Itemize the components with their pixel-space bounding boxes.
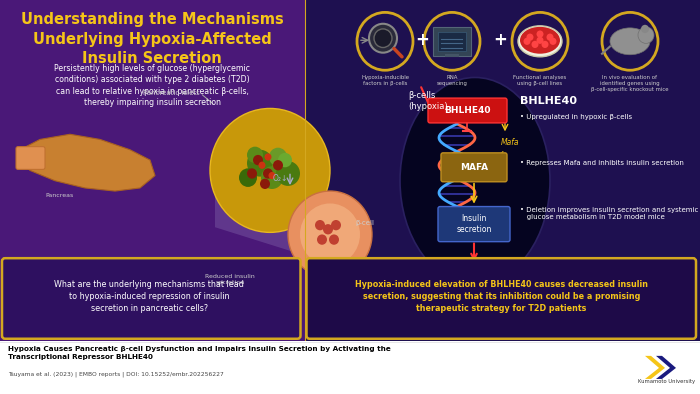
Circle shape — [258, 162, 265, 169]
Text: +: + — [493, 31, 507, 49]
FancyBboxPatch shape — [428, 98, 507, 123]
FancyBboxPatch shape — [438, 206, 510, 242]
Text: O₂↓: O₂↓ — [272, 173, 288, 182]
Text: Functional analyses
using β-cell lines: Functional analyses using β-cell lines — [513, 75, 566, 86]
FancyBboxPatch shape — [0, 341, 700, 394]
Text: • Deletion improves insulin secretion and systemic
   glucose metabolism in T2D : • Deletion improves insulin secretion an… — [520, 206, 699, 220]
Circle shape — [424, 12, 480, 70]
FancyBboxPatch shape — [441, 153, 507, 182]
FancyBboxPatch shape — [433, 27, 471, 56]
Text: Kumamoto University: Kumamoto University — [638, 379, 695, 384]
Text: Pancreatic islets: Pancreatic islets — [144, 90, 200, 96]
Text: β-cells
(hypoxia): β-cells (hypoxia) — [408, 91, 447, 111]
FancyBboxPatch shape — [2, 258, 300, 339]
Circle shape — [602, 12, 658, 70]
Circle shape — [524, 38, 531, 45]
Polygon shape — [20, 134, 155, 191]
Circle shape — [536, 30, 543, 38]
Polygon shape — [645, 356, 665, 379]
Text: BHLHE40: BHLHE40 — [520, 96, 577, 106]
Circle shape — [536, 37, 543, 44]
Circle shape — [357, 12, 413, 70]
Text: BHLHE40: BHLHE40 — [444, 106, 490, 115]
Text: Hypoxia-induced elevation of BHLHE40 causes decreased insulin
secretion, suggest: Hypoxia-induced elevation of BHLHE40 cau… — [355, 280, 648, 313]
Circle shape — [247, 150, 273, 177]
Text: Persistently high levels of glucose (hyperglycemic
conditions) associated with t: Persistently high levels of glucose (hyp… — [55, 64, 251, 108]
Circle shape — [526, 33, 533, 41]
Circle shape — [300, 203, 360, 266]
Circle shape — [315, 220, 325, 230]
Text: What are the underlying mechanisms that lead
to hypoxia-induced repression of in: What are the underlying mechanisms that … — [55, 280, 244, 313]
Circle shape — [323, 224, 333, 234]
Text: Understanding the Mechanisms
Underlying Hypoxia-Affected
Insulin Secretion: Understanding the Mechanisms Underlying … — [21, 12, 284, 66]
Circle shape — [265, 153, 272, 161]
FancyBboxPatch shape — [16, 147, 45, 169]
Circle shape — [331, 220, 341, 230]
FancyBboxPatch shape — [304, 0, 700, 341]
Text: Hypoxia Causes Pancreatic β-cell Dysfunction and Impairs Insulin Secretion by Ac: Hypoxia Causes Pancreatic β-cell Dysfunc… — [8, 346, 391, 360]
Circle shape — [253, 155, 263, 165]
Circle shape — [547, 33, 554, 41]
Circle shape — [261, 166, 283, 189]
Ellipse shape — [520, 27, 560, 54]
Text: Reduced insulin
secretion: Reduced insulin secretion — [205, 274, 255, 285]
Circle shape — [288, 191, 372, 278]
Text: Insulin
secretion: Insulin secretion — [456, 214, 491, 234]
Circle shape — [374, 29, 392, 48]
Circle shape — [638, 27, 654, 43]
Circle shape — [263, 168, 273, 178]
Text: RNA
sequencing: RNA sequencing — [437, 75, 468, 86]
Circle shape — [276, 161, 300, 186]
Ellipse shape — [610, 28, 650, 55]
Ellipse shape — [400, 78, 550, 284]
Circle shape — [512, 12, 568, 70]
Circle shape — [542, 41, 549, 48]
Text: β-cell: β-cell — [355, 220, 374, 226]
Text: MAFA: MAFA — [460, 163, 488, 172]
Circle shape — [369, 24, 397, 53]
Polygon shape — [215, 160, 330, 263]
Circle shape — [531, 41, 538, 48]
Circle shape — [278, 153, 292, 167]
Ellipse shape — [518, 26, 562, 57]
Circle shape — [317, 234, 327, 245]
Text: Hypoxia-inducible
factors in β-cells: Hypoxia-inducible factors in β-cells — [361, 75, 409, 86]
Text: • Represses Mafa and inhibits insulin secretion: • Represses Mafa and inhibits insulin se… — [520, 160, 684, 166]
Text: Mafa: Mafa — [500, 138, 519, 147]
FancyBboxPatch shape — [307, 258, 696, 339]
Circle shape — [239, 168, 257, 187]
Text: In vivo evaluation of
identified genes using
β-cell-specific knockout mice: In vivo evaluation of identified genes u… — [592, 75, 668, 92]
Circle shape — [210, 108, 330, 232]
Circle shape — [641, 25, 649, 33]
FancyBboxPatch shape — [438, 32, 466, 50]
Circle shape — [269, 172, 276, 179]
Text: +: + — [415, 31, 429, 49]
Circle shape — [269, 148, 287, 166]
Circle shape — [273, 160, 283, 170]
Text: Tsuyama et al. (2023) | EMBO reports | DOI: 10.15252/embr.202256227: Tsuyama et al. (2023) | EMBO reports | D… — [8, 372, 224, 377]
FancyBboxPatch shape — [0, 0, 304, 341]
Polygon shape — [656, 356, 676, 379]
Circle shape — [247, 147, 263, 163]
Text: • Upregulated in hypoxic β-cells: • Upregulated in hypoxic β-cells — [520, 113, 632, 120]
Circle shape — [247, 168, 257, 178]
Circle shape — [260, 178, 270, 189]
Circle shape — [550, 38, 556, 45]
FancyBboxPatch shape — [445, 54, 459, 57]
Text: Pancreas: Pancreas — [46, 193, 74, 198]
Circle shape — [329, 234, 339, 245]
